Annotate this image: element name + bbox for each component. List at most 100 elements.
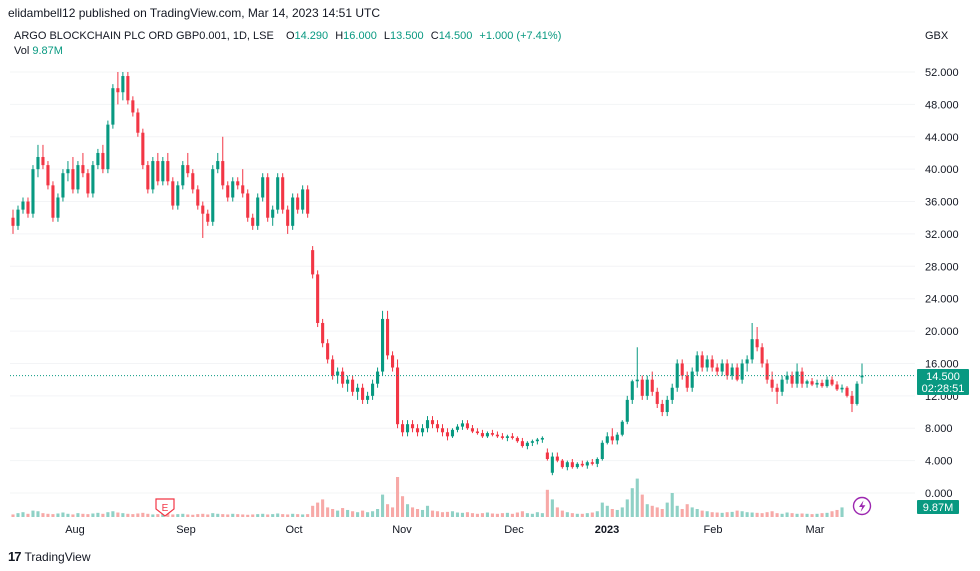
volume-bar xyxy=(435,511,440,517)
volume-bar xyxy=(625,499,629,517)
candle-body xyxy=(470,428,475,432)
volume-bar xyxy=(311,505,315,517)
candle xyxy=(226,181,230,202)
candle xyxy=(760,343,764,368)
candle-body xyxy=(775,387,779,392)
candle-body xyxy=(261,177,265,198)
candle-body xyxy=(820,382,824,387)
volume-bar xyxy=(91,513,95,517)
candle xyxy=(495,431,499,438)
candle-body xyxy=(435,424,440,429)
candle xyxy=(635,347,639,388)
candle-body xyxy=(545,452,549,459)
candle xyxy=(281,173,285,214)
volume-bar xyxy=(36,511,40,517)
volume-bar xyxy=(475,513,480,517)
earnings-marker[interactable]: E xyxy=(155,498,175,517)
volume-bar xyxy=(505,512,509,517)
candle xyxy=(266,173,270,222)
candle xyxy=(146,161,150,194)
volume-bar xyxy=(680,509,684,517)
candle xyxy=(21,197,25,214)
candle xyxy=(805,379,809,388)
candle xyxy=(81,152,85,178)
candle-body xyxy=(495,434,499,437)
volume-bar xyxy=(830,511,834,517)
volume-bar xyxy=(560,510,564,517)
candle xyxy=(840,384,844,393)
candle-body xyxy=(735,367,739,380)
candle-body xyxy=(241,185,245,194)
volume-badge-bg xyxy=(917,500,959,514)
candle-body xyxy=(515,437,519,442)
candle xyxy=(341,367,345,388)
volume-bar xyxy=(700,510,704,517)
volume-bar xyxy=(525,513,529,517)
candle xyxy=(605,432,609,445)
candle xyxy=(106,120,110,174)
candle xyxy=(386,310,390,360)
volume-bar xyxy=(386,504,390,517)
candle-body xyxy=(251,217,255,226)
candle-body xyxy=(61,173,65,198)
volume-bar xyxy=(221,514,225,517)
candle xyxy=(141,128,145,170)
candle xyxy=(246,189,250,222)
volume-bar xyxy=(26,513,30,517)
candle-body xyxy=(620,421,624,435)
candle-body xyxy=(121,76,125,93)
candle xyxy=(570,458,574,469)
candle-body xyxy=(810,381,814,385)
symbol-description[interactable]: ARGO BLOCKCHAIN PLC ORD GBP0.001, 1D, LS… xyxy=(14,30,274,42)
currency-label[interactable]: GBX xyxy=(925,30,949,42)
candle xyxy=(700,351,704,372)
candle xyxy=(845,386,849,398)
candle xyxy=(855,381,859,406)
volume-bar xyxy=(540,513,544,517)
volume-bar xyxy=(530,513,534,517)
candle xyxy=(36,144,40,178)
volume-bar xyxy=(620,507,624,517)
y-tick-label: 16.000 xyxy=(925,358,959,370)
flash-icon[interactable] xyxy=(852,496,872,516)
y-tick-label: 36.000 xyxy=(925,197,959,209)
volume-bar xyxy=(420,509,425,517)
candle xyxy=(600,440,604,461)
candle xyxy=(196,185,200,210)
candle xyxy=(66,161,70,182)
candle-body xyxy=(660,403,664,413)
volume-bar xyxy=(775,513,779,517)
price-axis[interactable]: 0.0004.0008.00012.00016.00020.00024.0002… xyxy=(925,67,959,500)
candle xyxy=(435,420,440,433)
candle-body xyxy=(555,456,559,461)
volume-bar xyxy=(665,502,669,517)
volume-bar xyxy=(800,513,804,517)
y-tick-label: 8.000 xyxy=(925,423,953,435)
candle xyxy=(510,433,514,440)
time-axis[interactable]: Aug Sep Oct Nov Dec 2023 Feb Mar xyxy=(65,524,825,536)
candle-body xyxy=(186,165,190,174)
volume-bar xyxy=(400,496,405,517)
candle xyxy=(296,193,300,214)
candle xyxy=(685,371,689,392)
candle xyxy=(286,205,290,234)
candle xyxy=(810,378,814,387)
candle xyxy=(31,165,35,218)
volume-bar xyxy=(181,513,185,517)
y-tick-label: 28.000 xyxy=(925,261,959,273)
candle-body xyxy=(226,185,230,198)
candle xyxy=(775,383,779,404)
candle xyxy=(785,371,789,384)
candle xyxy=(91,161,95,198)
close-label: C xyxy=(430,30,439,42)
candle xyxy=(276,173,280,214)
candle xyxy=(405,420,410,437)
volume-bar xyxy=(820,513,824,517)
volume-bar xyxy=(151,514,155,517)
volume-bar xyxy=(66,513,70,517)
candle-body xyxy=(795,371,799,384)
volume-label[interactable]: Vol xyxy=(14,45,30,57)
tradingview-logo[interactable]: 17 TradingView xyxy=(8,549,91,564)
candle xyxy=(166,152,170,186)
